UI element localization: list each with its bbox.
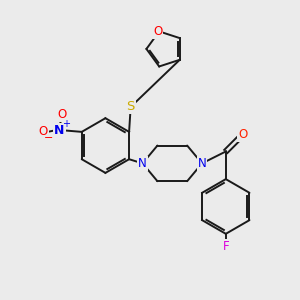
Text: N: N bbox=[198, 157, 206, 170]
Text: O: O bbox=[153, 25, 162, 38]
Text: −: − bbox=[44, 133, 53, 143]
Text: N: N bbox=[54, 124, 64, 137]
Text: N: N bbox=[138, 157, 147, 170]
Text: +: + bbox=[62, 119, 70, 129]
Text: O: O bbox=[238, 128, 248, 141]
Text: S: S bbox=[127, 100, 135, 113]
Text: O: O bbox=[57, 108, 66, 122]
Text: O: O bbox=[38, 125, 48, 138]
Text: F: F bbox=[223, 240, 229, 253]
